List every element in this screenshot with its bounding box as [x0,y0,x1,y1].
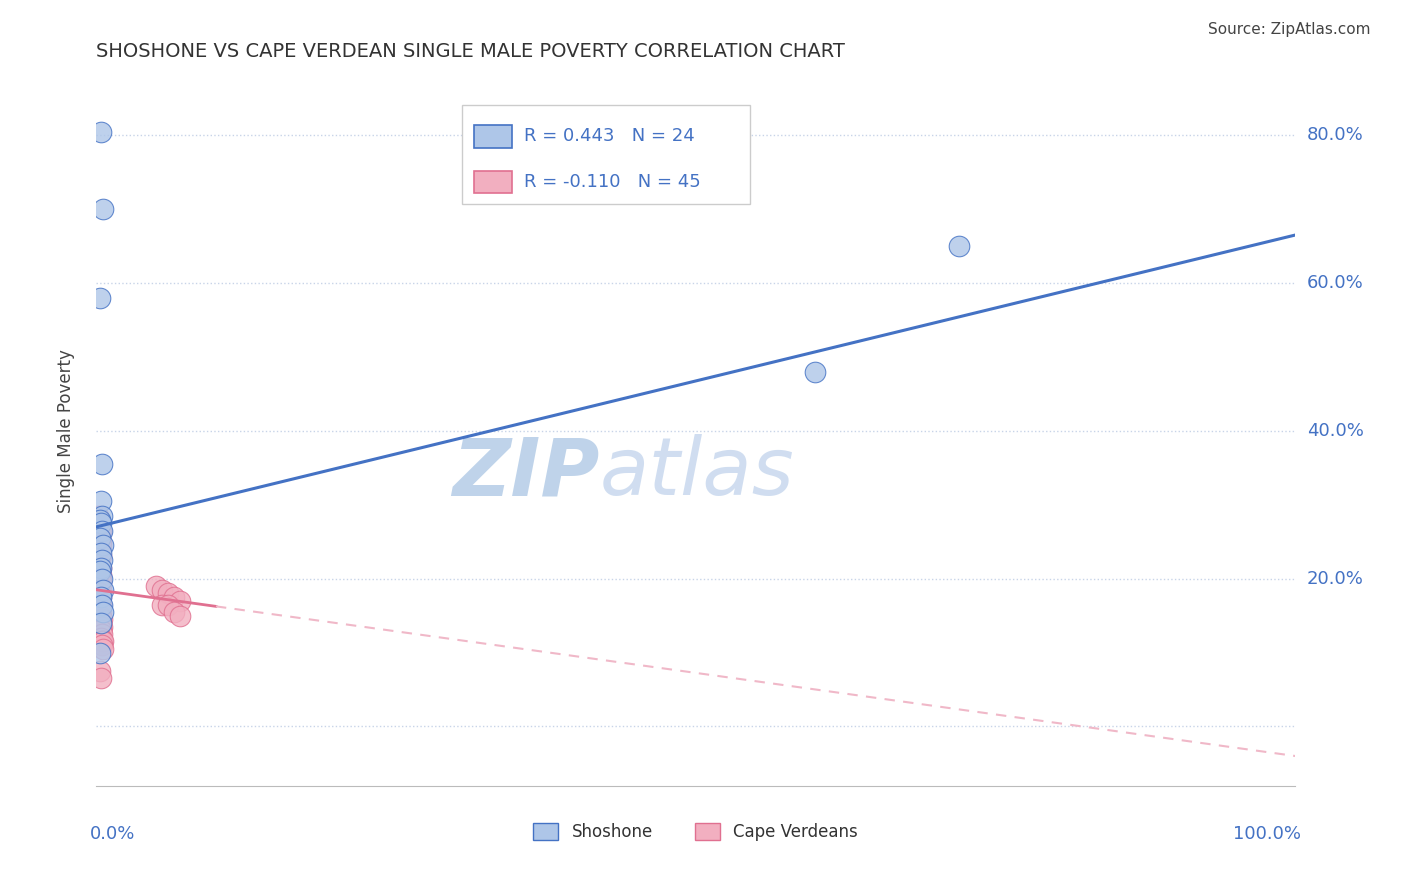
Point [91,538,114,552]
Text: Source: ZipAtlas.com: Source: ZipAtlas.com [1208,22,1371,37]
FancyBboxPatch shape [474,125,512,148]
Point [90,560,112,574]
Text: 60.0%: 60.0% [1308,274,1364,292]
Point [90,615,112,630]
Point [156,598,179,612]
Point [91,641,114,656]
Point [91,605,114,619]
Point [89,546,111,560]
Point [90,624,112,638]
Point [150,598,173,612]
Point [91,634,114,648]
Point [169,594,191,608]
Point [91,612,114,626]
Point [89,291,111,305]
Point [91,627,114,641]
Point [91,638,114,652]
Point [89,531,111,545]
Point [90,582,112,597]
Text: SHOSHONE VS CAPE VERDEAN SINGLE MALE POVERTY CORRELATION CHART: SHOSHONE VS CAPE VERDEAN SINGLE MALE POV… [96,42,845,61]
Point [89,572,111,586]
Point [90,605,112,619]
Point [91,553,114,567]
Text: 100.0%: 100.0% [1233,824,1301,843]
Text: ZIP: ZIP [453,434,599,512]
Point [90,672,112,686]
Point [91,582,114,597]
Point [89,516,111,531]
Point [91,598,114,612]
Text: R = -0.110   N = 45: R = -0.110 N = 45 [524,173,700,191]
Point [89,601,111,615]
Text: 40.0%: 40.0% [1308,422,1364,440]
Text: R = 0.443   N = 24: R = 0.443 N = 24 [524,128,695,145]
Point [90,125,112,139]
Point [90,494,112,508]
Point [89,524,111,538]
Point [89,564,111,578]
Point [91,572,114,586]
Point [804,365,827,379]
Point [948,239,970,253]
Point [90,568,112,582]
Point [150,582,173,597]
Point [90,575,112,590]
Point [90,615,112,630]
Text: 80.0%: 80.0% [1308,127,1364,145]
Point [89,586,111,600]
Point [89,564,111,578]
Point [89,594,111,608]
Point [90,546,112,560]
Point [163,605,186,619]
Y-axis label: Single Male Poverty: Single Male Poverty [58,349,75,513]
Text: atlas: atlas [599,434,794,512]
Text: 20.0%: 20.0% [1308,570,1364,588]
Point [87,508,110,523]
Point [90,590,112,604]
Point [89,664,111,678]
Point [90,516,112,531]
FancyBboxPatch shape [461,104,749,204]
Point [91,524,114,538]
Point [89,557,111,571]
Point [169,608,191,623]
Point [91,508,114,523]
Point [90,524,112,538]
Text: 0.0%: 0.0% [90,824,135,843]
Point [89,512,111,526]
Point [90,598,112,612]
Point [90,590,112,604]
Point [89,608,111,623]
Point [91,634,114,648]
Point [90,631,112,645]
Point [90,538,112,552]
Point [156,586,179,600]
Point [91,620,114,634]
Point [89,646,111,660]
Point [90,560,112,574]
Point [89,531,111,545]
Point [91,202,114,217]
Point [163,590,186,604]
Point [90,534,112,549]
Legend: Shoshone, Cape Verdeans: Shoshone, Cape Verdeans [533,823,858,841]
Point [145,579,167,593]
FancyBboxPatch shape [474,170,512,194]
Point [91,457,114,471]
Point [89,579,111,593]
Point [90,549,112,564]
